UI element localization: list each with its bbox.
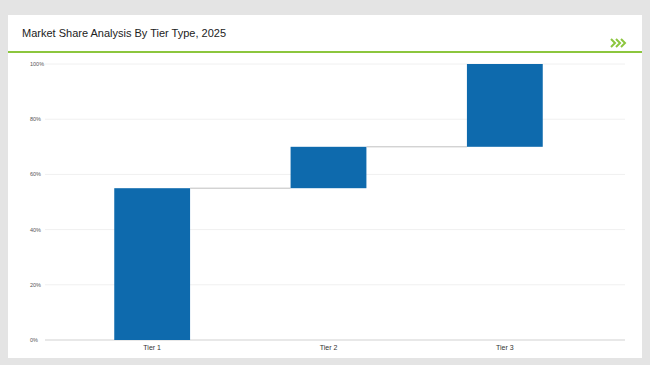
bar — [114, 188, 190, 340]
y-tick-label: 80% — [30, 116, 41, 122]
y-tick-label: 100% — [30, 61, 44, 67]
y-tick-label: 20% — [30, 282, 41, 288]
header-rule — [8, 51, 642, 53]
header-icon — [616, 39, 620, 47]
x-tick-label: Tier 2 — [320, 344, 338, 351]
x-tick-label: Tier 3 — [496, 344, 514, 351]
header-icon — [621, 39, 625, 47]
marks — [114, 64, 542, 340]
y-tick-label: 60% — [30, 171, 41, 177]
header-icon — [611, 39, 615, 47]
connector — [190, 188, 291, 189]
chart-root: Market Share Analysis By Tier Type, 2025… — [0, 0, 650, 365]
y-tick-label: 0% — [30, 337, 38, 343]
title: Market Share Analysis By Tier Type, 2025 — [22, 27, 226, 39]
x-tick-label: Tier 1 — [143, 344, 161, 351]
bar — [291, 147, 367, 188]
y-tick-label: 40% — [30, 227, 41, 233]
connector — [366, 146, 467, 147]
bar — [467, 64, 543, 147]
panel — [8, 15, 642, 358]
